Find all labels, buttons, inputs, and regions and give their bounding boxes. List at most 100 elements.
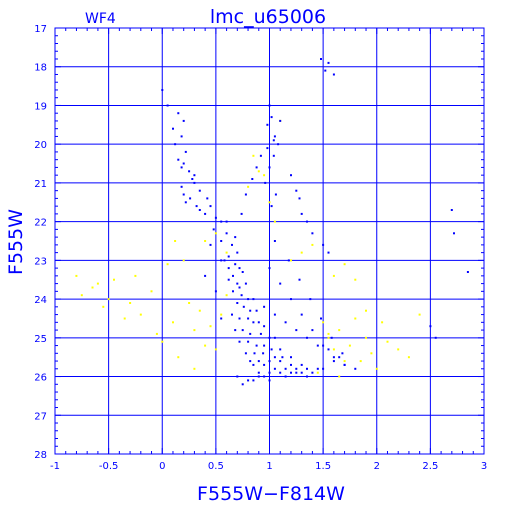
main-star-point (290, 363, 292, 366)
secondary-star-point (370, 352, 373, 355)
main-star-point (212, 228, 215, 231)
secondary-star-point (161, 340, 164, 343)
main-star-point (220, 259, 223, 262)
secondary-star-point (332, 274, 335, 277)
secondary-star-point (91, 286, 94, 289)
secondary-star-point (75, 274, 78, 277)
main-star-point (249, 360, 252, 363)
main-star-point (257, 375, 260, 378)
main-star-point (193, 174, 196, 177)
main-star-point (241, 329, 244, 332)
main-star-point (227, 267, 230, 270)
main-star-point (206, 197, 209, 200)
main-star-point (273, 336, 276, 339)
main-star-point (184, 201, 187, 204)
main-star-point (300, 212, 303, 215)
main-star-point (324, 69, 327, 72)
main-star-point (268, 379, 271, 382)
main-star-point (227, 278, 230, 281)
secondary-star-point (263, 174, 266, 177)
main-star-point (429, 325, 432, 328)
x-tick-label: 0.5 (208, 461, 224, 472)
main-star-point (268, 360, 271, 363)
secondary-star-point (172, 321, 174, 324)
main-star-point (322, 367, 325, 370)
main-star-point (238, 286, 241, 289)
main-star-point (306, 220, 308, 223)
main-star-point (341, 352, 344, 355)
main-star-point (225, 220, 228, 223)
x-axis-label: F555W−F814W (197, 483, 345, 505)
secondary-star-point (311, 243, 314, 246)
main-star-point (327, 61, 330, 64)
main-star-point (263, 344, 266, 347)
main-star-point (174, 143, 177, 146)
main-star-point (238, 340, 241, 343)
main-star-point (236, 282, 239, 285)
main-star-point (188, 170, 191, 173)
main-star-point (306, 375, 308, 378)
main-star-point (204, 212, 207, 215)
main-star-point (327, 348, 330, 351)
main-star-point (343, 363, 346, 366)
main-star-point (255, 309, 258, 312)
main-star-point (232, 290, 234, 293)
main-star-point (255, 344, 258, 347)
main-star-point (252, 363, 255, 366)
x-tick-label: -0.5 (99, 461, 119, 472)
main-star-point (270, 116, 273, 119)
main-star-point (263, 363, 266, 366)
y-tick-label: 26 (34, 373, 47, 384)
secondary-star-point (193, 367, 196, 370)
secondary-star-point (96, 282, 99, 285)
y-tick-label: 21 (34, 179, 47, 190)
main-star-point (262, 352, 265, 355)
main-star-point (332, 360, 335, 363)
main-star-point (209, 205, 212, 208)
main-star-point (277, 143, 280, 146)
main-star-point (306, 367, 308, 370)
main-star-point (279, 282, 282, 285)
main-star-point (182, 193, 185, 196)
main-star-point (247, 317, 250, 320)
secondary-star-point (327, 332, 330, 335)
main-star-point (266, 147, 269, 150)
main-star-point (309, 298, 312, 301)
main-star-point (268, 336, 271, 339)
secondary-star-point (123, 317, 126, 320)
main-star-point (223, 259, 226, 262)
main-star-point (320, 317, 322, 320)
secondary-star-point (418, 313, 421, 316)
secondary-star-point (332, 348, 335, 351)
main-star-point (273, 356, 276, 359)
main-star-point (247, 340, 250, 343)
secondary-star-point (338, 375, 341, 378)
secondary-star-point (343, 263, 346, 266)
main-star-point (332, 356, 335, 359)
x-tick-label: -1 (50, 461, 60, 472)
main-star-point (195, 205, 198, 208)
main-star-point (225, 232, 228, 235)
x-tick-label: 0 (159, 461, 165, 472)
secondary-star-point (134, 274, 137, 277)
y-tick-label: 22 (34, 218, 47, 229)
main-star-point (182, 162, 185, 165)
secondary-star-point (316, 371, 319, 374)
main-star-point (238, 317, 241, 320)
main-star-point (300, 313, 303, 316)
main-star-point (300, 371, 303, 374)
secondary-star-point (188, 302, 191, 304)
secondary-star-point (300, 251, 303, 254)
secondary-star-point (182, 259, 185, 262)
main-star-point (255, 166, 258, 169)
main-star-point (182, 119, 185, 122)
y-axis-label: F555W (5, 209, 27, 275)
main-star-point (273, 240, 276, 242)
secondary-star-point (322, 321, 325, 324)
secondary-star-point (102, 305, 105, 308)
secondary-star-point (257, 170, 260, 173)
main-star-point (244, 352, 247, 355)
main-star-point (287, 259, 290, 262)
secondary-star-point (290, 259, 292, 262)
